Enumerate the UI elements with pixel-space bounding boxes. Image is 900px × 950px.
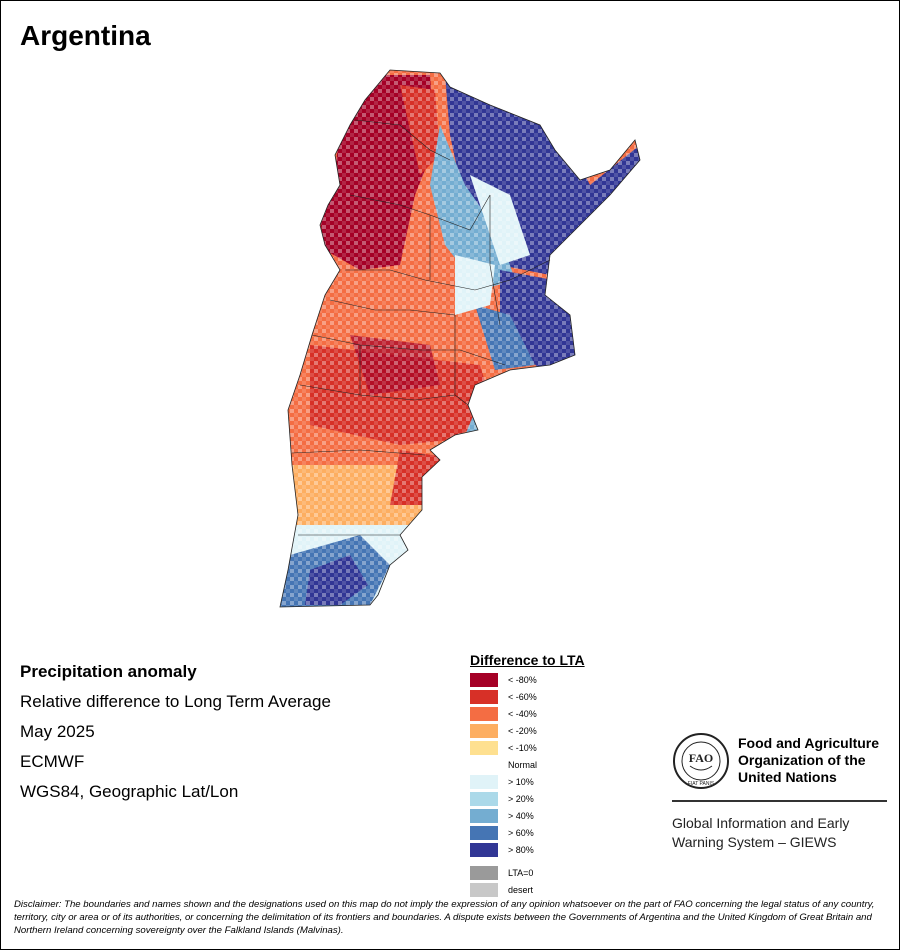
legend-item-label: < -80% [508,675,537,685]
legend-item-swatch [470,690,498,704]
period-label: May 2025 [20,722,95,741]
legend-item-label: Normal [508,760,538,770]
organization-name: Food and Agriculture Organization of the… [738,735,879,786]
legend-item-row: > 60% [470,825,585,842]
fao-logo-motto: FIAT PANIS [688,781,715,787]
legend-item-swatch [470,809,498,823]
legend-item-row: > 10% [470,774,585,791]
legend-extra-row: LTA=0 [470,865,585,882]
legend-item-row: > 80% [470,842,585,859]
legend-extra-label: desert [508,885,534,895]
precipitation-anomaly-map [279,69,641,608]
fao-logo-letters: FAO [689,751,713,765]
legend-item-row: < -40% [470,706,585,723]
map-metadata: Precipitation anomaly Relative differenc… [20,657,331,807]
legend-item-swatch [470,741,498,755]
legend-extra-items: LTA=0 desert [470,865,585,899]
legend-item-row: < -20% [470,723,585,740]
map-title: Argentina [20,20,151,51]
legend-item-swatch [470,826,498,840]
legend-item-row: > 20% [470,791,585,808]
legend-item-row: < -60% [470,689,585,706]
legend: Difference to LTA < -80% < -60% < -40% < -2… [470,652,585,899]
legend-extra-row: desert [470,882,585,899]
variable-subtitle: Relative difference to Long Term Average [20,692,331,711]
source-label: ECMWF [20,752,85,771]
organization-name-line-3: United Nations [738,769,837,785]
legend-item-swatch [470,707,498,721]
legend-extra-label: LTA=0 [508,868,534,878]
giews-name: Global Information and Early Warning Sys… [672,814,849,852]
legend-title: Difference to LTA [470,652,585,668]
fao-divider [672,800,887,802]
legend-item-label: < -10% [508,743,537,753]
legend-item-row: Normal [470,757,585,774]
fao-logo: FAO FIAT PANIS [673,733,729,789]
legend-item-label: > 60% [508,828,534,838]
legend-item-row: < -80% [470,672,585,689]
variable-heading: Precipitation anomaly [20,662,197,681]
legend-items: < -80% < -60% < -40% < -20% < -10% Normal > 10… [470,672,585,859]
legend-extra-swatch [470,866,498,880]
legend-item-swatch [470,724,498,738]
country-outline [279,69,641,608]
legend-item-label: < -60% [508,692,537,702]
organization-name-line-1: Food and Agriculture [738,735,880,751]
giews-line-1: Global Information and Early [672,815,850,831]
projection-label: WGS84, Geographic Lat/Lon [20,782,239,801]
province-boundaries [291,119,551,536]
legend-item-label: > 40% [508,811,534,821]
legend-item-swatch [470,843,498,857]
legend-item-label: > 80% [508,845,534,855]
legend-item-row: > 40% [470,808,585,825]
legend-item-row: < -10% [470,740,585,757]
legend-item-label: < -40% [508,709,537,719]
organization-name-line-2: Organization of the [738,752,866,768]
disclaimer-text: Disclaimer: The boundaries and names sho… [14,899,875,936]
legend-item-label: > 20% [508,794,534,804]
legend-item-swatch [470,673,498,687]
legend-item-label: > 10% [508,777,534,787]
legend-item-swatch [470,775,498,789]
anomaly-field [280,70,640,607]
legend-extra-swatch [470,883,498,897]
legend-item-swatch [470,792,498,806]
pixel-texture [280,70,640,607]
legend-item-label: < -20% [508,726,537,736]
giews-line-2: Warning System – GIEWS [672,834,837,850]
